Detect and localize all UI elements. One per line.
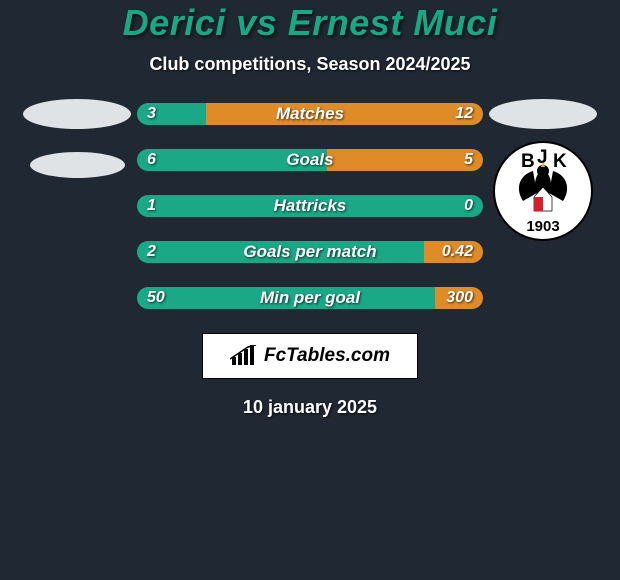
stat-bar: 10Hattricks — [137, 195, 483, 217]
right-badge-slot — [483, 241, 603, 263]
subtitle: Club competitions, Season 2024/2025 — [0, 54, 620, 75]
stat-bar: 65Goals — [137, 149, 483, 171]
svg-text:1903: 1903 — [526, 218, 559, 235]
stat-label: Goals — [137, 150, 483, 170]
stat-label: Matches — [137, 104, 483, 124]
brand-text: FcTables.com — [264, 345, 390, 367]
stat-row: 312Matches — [0, 103, 620, 125]
chart-icon — [230, 345, 258, 367]
stat-row: 10Hattricks — [0, 195, 620, 217]
team-badge-placeholder — [30, 152, 125, 178]
stat-bar: 20.42Goals per match — [137, 241, 483, 263]
team-badge-placeholder — [23, 99, 131, 129]
stat-row: 50300Min per goal — [0, 287, 620, 309]
date-label: 10 january 2025 — [0, 397, 620, 418]
team-badge-placeholder — [489, 99, 597, 129]
brand-box[interactable]: FcTables.com — [202, 333, 418, 379]
stat-bar: 50300Min per goal — [137, 287, 483, 309]
svg-text:B: B — [521, 151, 535, 172]
left-badge-slot — [17, 149, 137, 171]
stat-label: Hattricks — [137, 196, 483, 216]
right-badge-slot — [483, 287, 603, 309]
svg-text:K: K — [553, 151, 567, 172]
stat-row: 65Goals B J K 1903 — [0, 149, 620, 171]
stat-label: Goals per match — [137, 242, 483, 262]
besiktas-badge: B J K 1903 — [493, 141, 593, 241]
left-badge-slot — [17, 103, 137, 125]
left-badge-slot — [17, 287, 137, 309]
right-badge-slot — [483, 103, 603, 125]
right-badge-slot — [483, 195, 603, 217]
right-badge-slot: B J K 1903 — [483, 149, 603, 171]
stat-bar: 312Matches — [137, 103, 483, 125]
stat-label: Min per goal — [137, 288, 483, 308]
page-title: Derici vs Ernest Muci — [0, 2, 620, 44]
left-badge-slot — [17, 241, 137, 263]
stat-row: 20.42Goals per match — [0, 241, 620, 263]
left-badge-slot — [17, 195, 137, 217]
